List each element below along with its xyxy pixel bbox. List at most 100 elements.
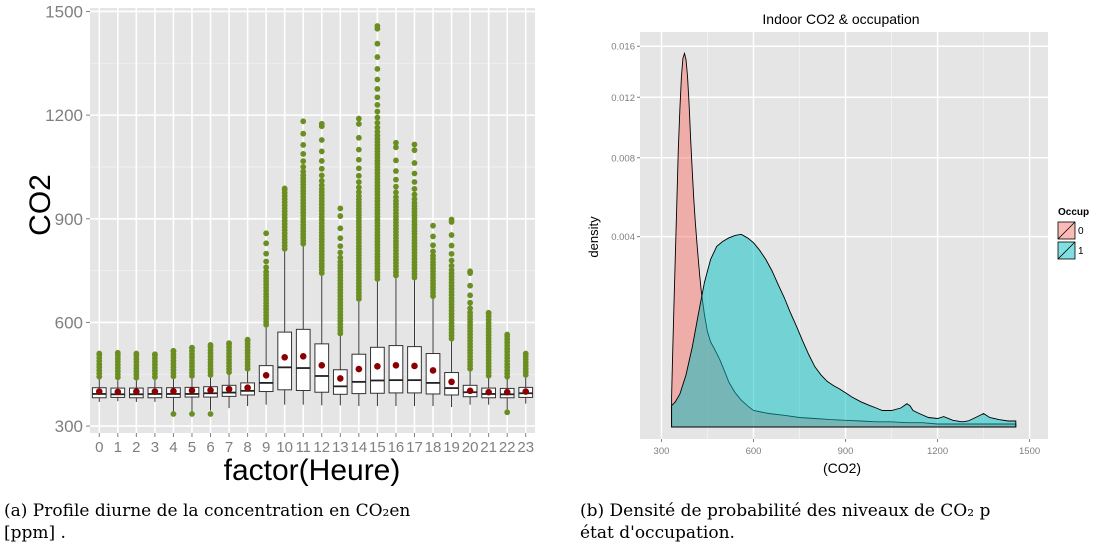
- box-hour-15: [370, 23, 385, 407]
- outlier-point: [263, 264, 270, 271]
- boxplot-y-ticks: 300 600 900 1200 1500: [45, 2, 90, 436]
- outlier-point: [355, 134, 362, 141]
- outlier-max-point: [337, 205, 344, 212]
- caption-a: (a) Profile diurne de la concentration e…: [4, 500, 410, 544]
- box-hour-20: [462, 268, 478, 405]
- mean-point: [355, 365, 363, 373]
- box-hour-19: [444, 216, 459, 408]
- x-tick-label: 3: [151, 439, 159, 456]
- outlier-point: [337, 254, 344, 261]
- co2-density-chart: Indoor CO2 & occupation 0.004 0.008 0.012 0…: [586, 11, 1089, 476]
- outlier-point: [411, 196, 418, 203]
- x-tick-label: 1500: [1019, 446, 1040, 457]
- density-x-axis-title: (CO2): [823, 460, 861, 476]
- outlier-max-point: [244, 336, 251, 343]
- x-tick-label: 18: [425, 439, 442, 456]
- x-tick-label: 17: [406, 439, 423, 456]
- outlier-max-point: [430, 222, 436, 229]
- box-hour-1: [110, 349, 126, 402]
- x-tick-label: 6: [206, 439, 214, 456]
- outlier-point: [467, 305, 474, 312]
- outlier-max-point: [522, 350, 529, 357]
- outlier-point: [318, 158, 325, 164]
- caption-b-line1: (b) Densité de probabilité des niveaux d…: [580, 501, 991, 521]
- outlier-point: [467, 282, 474, 289]
- outlier-point: [300, 164, 307, 170]
- box-hour-16: [388, 139, 404, 407]
- caption-a-line2: [ppm] .: [4, 523, 66, 543]
- mean-point: [522, 388, 530, 395]
- outlier-point: [355, 156, 362, 163]
- x-tick-label: 19: [443, 439, 460, 456]
- y-tick-label: 0.008: [611, 153, 635, 164]
- y-tick-label: 0.004: [611, 232, 635, 243]
- mean-point: [281, 354, 288, 361]
- box-hour-13: [332, 205, 348, 406]
- outlier-point: [337, 213, 344, 219]
- x-tick-label: 15: [369, 439, 386, 456]
- outlier-point: [355, 165, 362, 172]
- outlier-point: [263, 250, 270, 257]
- caption-b: (b) Densité de probabilité des niveaux d…: [580, 500, 990, 544]
- outlier-max-point: [281, 185, 288, 192]
- mean-point: [337, 375, 344, 382]
- legend-items: 01: [1057, 221, 1084, 260]
- y-tick-label: 1200: [45, 106, 83, 125]
- outlier-point: [430, 233, 436, 240]
- outlier-point: [337, 225, 344, 232]
- boxplot-x-ticks: 0 1 2 3 4 5 6 7 8 9 10 11 12 13 14 15 16 17 18 19 20 21 22 23: [95, 433, 534, 456]
- box-hour-0: [91, 350, 107, 402]
- box-hour-18: [425, 222, 441, 407]
- mean-point: [114, 388, 122, 396]
- box-body: [370, 346, 385, 394]
- box-body: [277, 331, 293, 391]
- x-tick-label: 5: [188, 439, 196, 456]
- outlier-point: [393, 168, 399, 174]
- outlier-point: [393, 183, 399, 190]
- mean-point: [188, 387, 196, 394]
- outlier-low-point: [189, 411, 195, 417]
- box-body: [388, 345, 404, 394]
- x-tick-label: 4: [169, 439, 177, 456]
- density-areas: [671, 51, 1017, 428]
- caption-b-line2: état d'occupation.: [580, 523, 735, 543]
- outlier-point: [411, 170, 418, 177]
- x-tick-label: 1: [114, 439, 122, 456]
- outlier-max-point: [133, 350, 140, 357]
- box-hour-10: [277, 185, 293, 405]
- outlier-low-point: [207, 411, 214, 417]
- mean-point: [151, 388, 159, 395]
- outlier-max-point: [226, 340, 232, 347]
- outlier-point: [430, 252, 436, 259]
- boxplot-panel-background: [90, 8, 535, 433]
- box-body: [332, 369, 348, 395]
- x-tick-label: 13: [332, 439, 349, 456]
- box-hour-5: [184, 344, 200, 417]
- outlier-point: [300, 168, 307, 175]
- outlier-point: [393, 176, 399, 183]
- outlier-point: [318, 165, 325, 172]
- outlier-point: [337, 235, 344, 242]
- x-tick-label: 8: [243, 439, 251, 456]
- mean-point: [95, 388, 103, 395]
- outlier-point: [263, 240, 270, 247]
- legend-label: 1: [1078, 246, 1084, 257]
- box-hour-2: [128, 350, 144, 402]
- outlier-point: [467, 292, 474, 299]
- box-body: [407, 346, 422, 394]
- x-tick-label: 21: [480, 439, 497, 456]
- x-tick-label: 7: [225, 439, 233, 456]
- outlier-point: [448, 267, 455, 273]
- outlier-max-point: [393, 139, 399, 146]
- outlier-point: [355, 172, 362, 179]
- density-chart-title: Indoor CO2 & occupation: [762, 11, 919, 27]
- y-tick-label: 900: [55, 210, 83, 229]
- outlier-point: [411, 191, 418, 198]
- mean-point: [207, 386, 214, 394]
- box-hour-7: [221, 340, 237, 409]
- y-tick-label: 0.012: [611, 93, 635, 104]
- legend-item-1: 1: [1057, 241, 1084, 260]
- density-x-ticks: 300 600 900 1200 1500: [654, 439, 1040, 457]
- box-hour-4: [166, 347, 181, 417]
